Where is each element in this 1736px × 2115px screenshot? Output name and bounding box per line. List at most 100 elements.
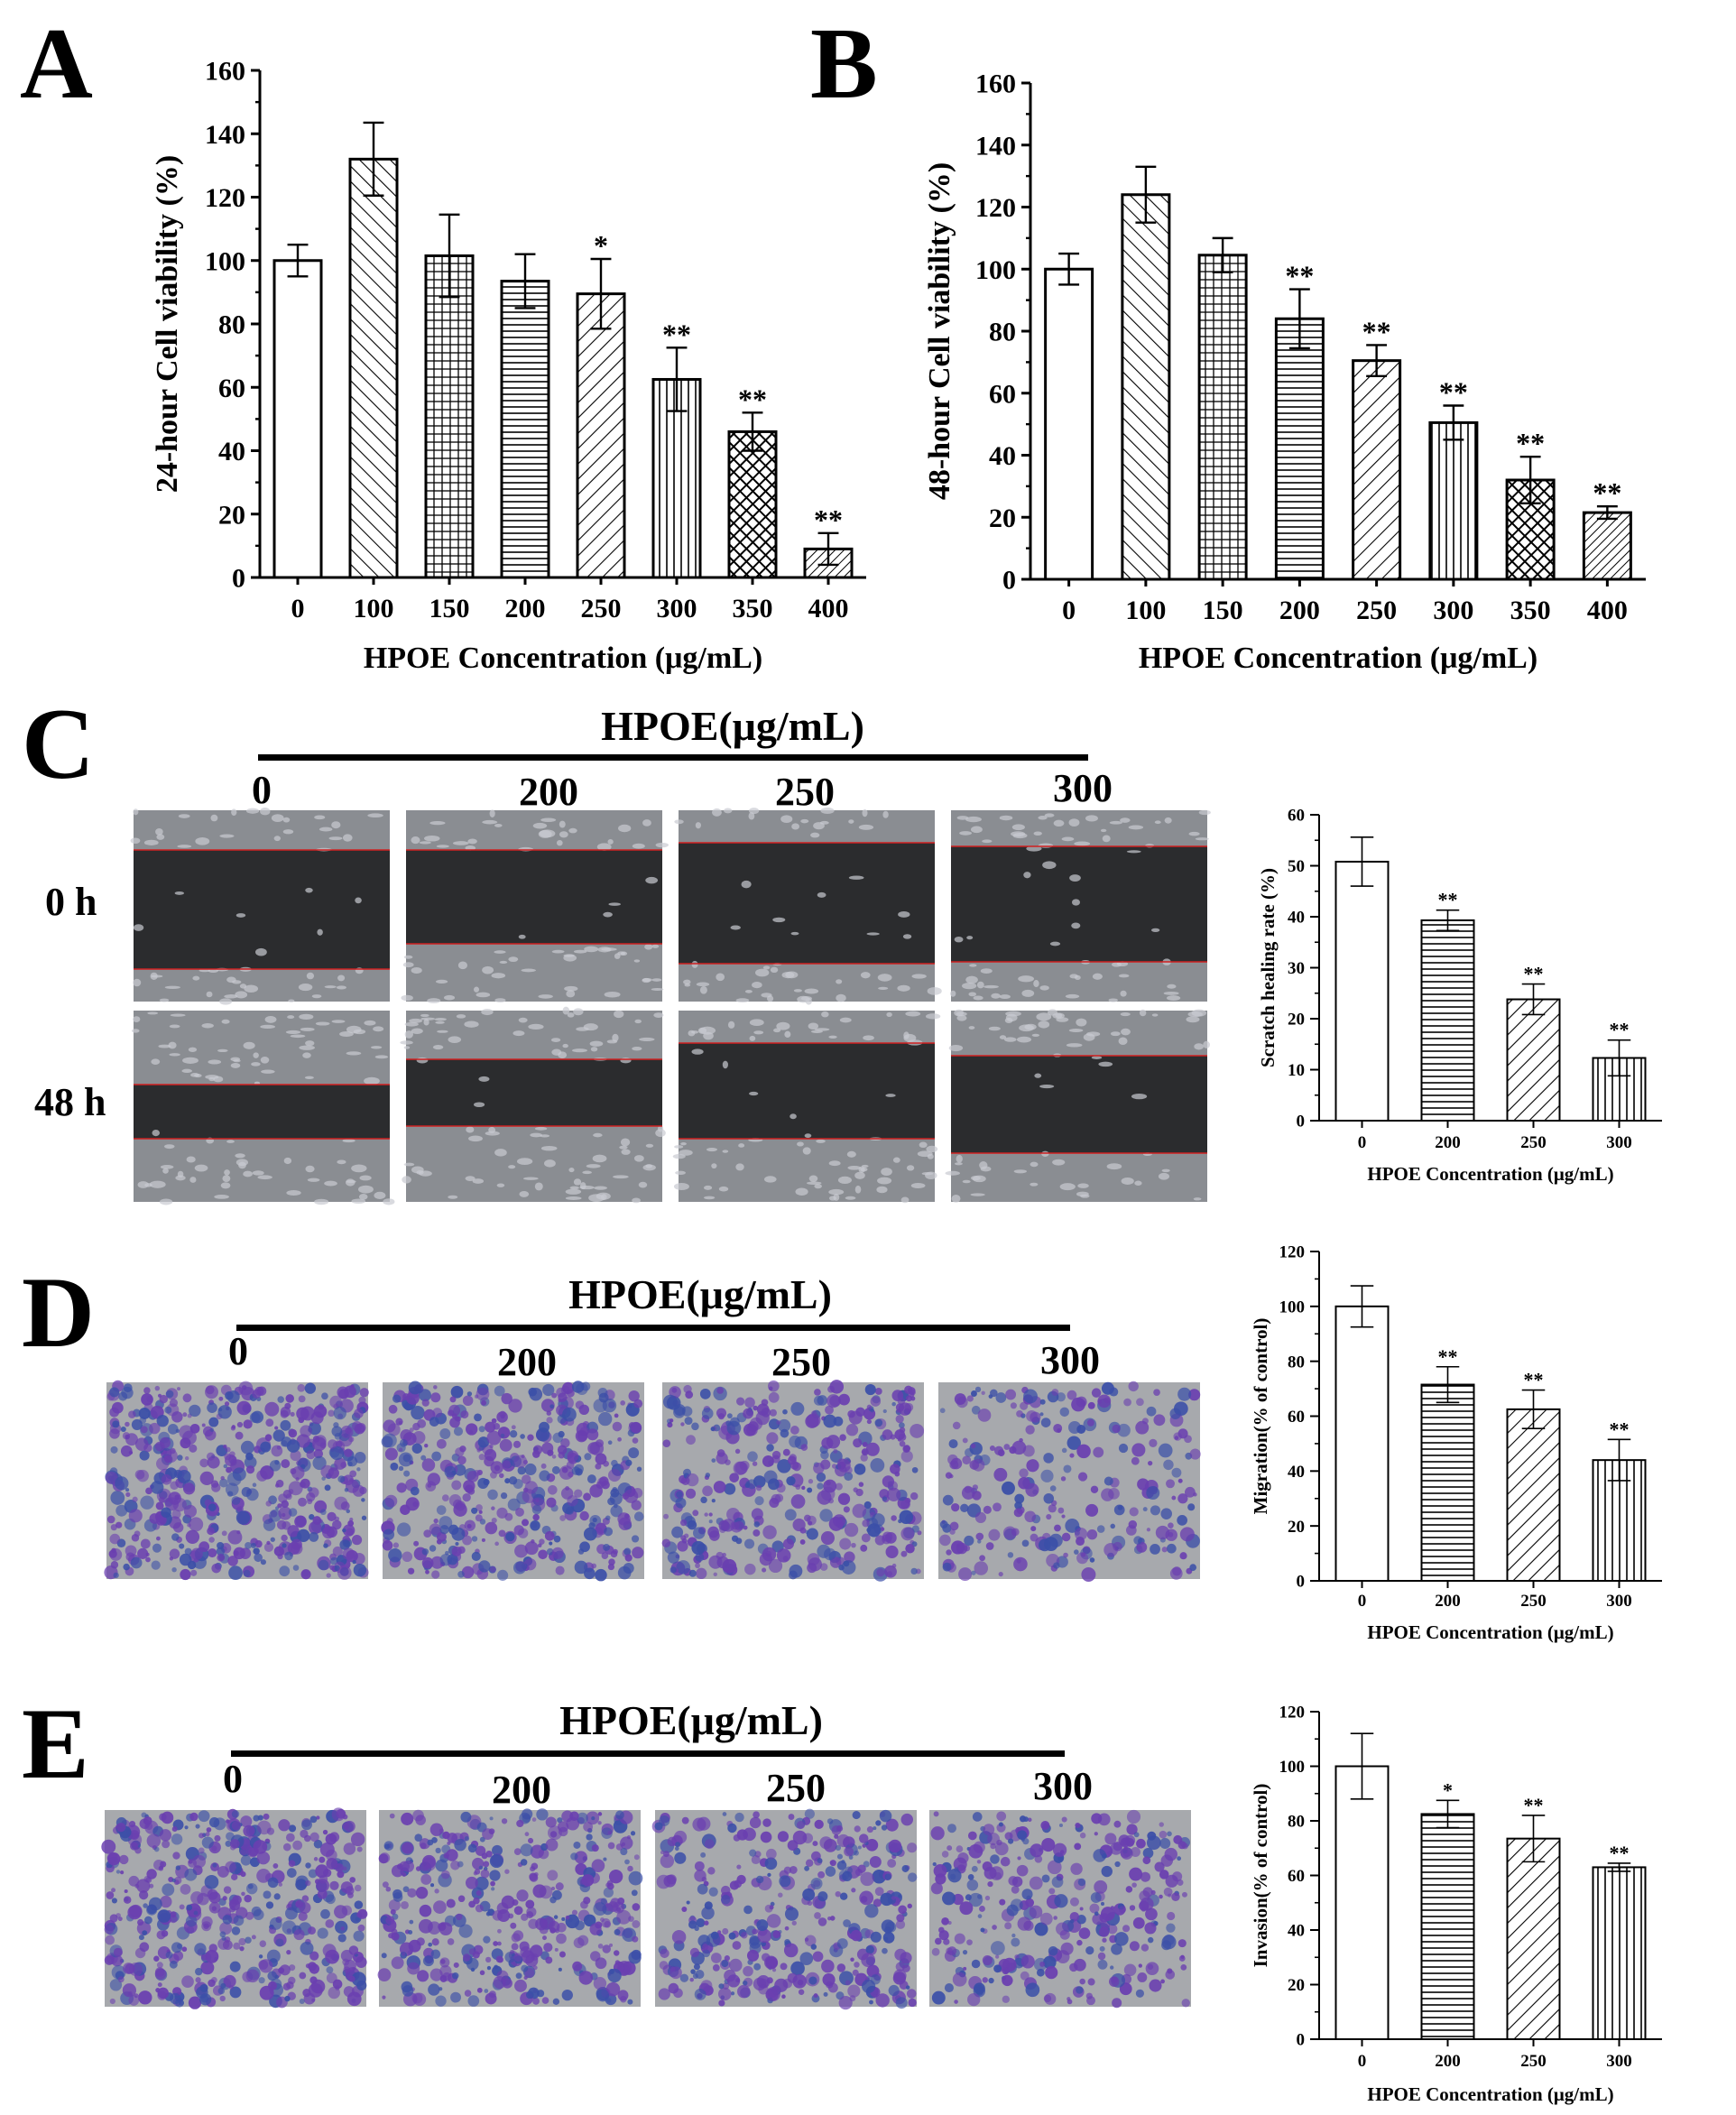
stained-cell bbox=[767, 1380, 780, 1392]
stained-cell bbox=[668, 1982, 679, 1994]
stained-cell bbox=[957, 1852, 969, 1864]
stained-cell bbox=[632, 1920, 641, 1928]
stained-cell bbox=[453, 1962, 459, 1968]
stained-cell bbox=[954, 2000, 958, 2004]
stained-cell bbox=[182, 1482, 196, 1495]
stained-cell bbox=[976, 1860, 982, 1864]
cell-blob bbox=[208, 1059, 222, 1065]
stained-cell bbox=[837, 1458, 851, 1473]
stained-cell bbox=[874, 1388, 882, 1395]
stained-cell bbox=[854, 1869, 863, 1877]
cell-blob bbox=[955, 1162, 963, 1166]
stained-cell bbox=[700, 1980, 713, 1991]
stained-cell bbox=[697, 1883, 708, 1895]
stained-cell bbox=[881, 1824, 888, 1831]
cell-blob bbox=[1150, 928, 1160, 933]
stained-cell bbox=[686, 1435, 696, 1445]
cell-blob bbox=[565, 1196, 582, 1200]
stained-cell bbox=[1113, 1820, 1122, 1828]
stained-cell bbox=[428, 1921, 441, 1935]
stained-cell bbox=[1040, 1469, 1054, 1482]
stained-cell bbox=[204, 1874, 219, 1889]
stained-cell bbox=[483, 1479, 490, 1486]
stained-cell bbox=[235, 1862, 241, 1868]
stained-cell bbox=[201, 1953, 208, 1961]
stained-cell bbox=[1119, 1906, 1126, 1914]
stained-cell bbox=[488, 1990, 496, 1999]
stained-cell bbox=[1022, 1838, 1030, 1845]
stained-cell bbox=[536, 1427, 550, 1442]
cell-blob bbox=[452, 841, 469, 845]
stained-cell bbox=[532, 1998, 540, 2005]
stained-cell bbox=[710, 1931, 719, 1940]
stained-cell bbox=[258, 1977, 265, 1984]
stained-cell bbox=[233, 1547, 245, 1560]
stained-cell bbox=[1087, 1401, 1095, 1409]
cell-blob bbox=[882, 810, 889, 818]
stained-cell bbox=[143, 1443, 152, 1453]
chart-a-bar-0 bbox=[272, 259, 323, 579]
cell-blob bbox=[1004, 1017, 1013, 1024]
stained-cell bbox=[1097, 1952, 1106, 1961]
cell-blob bbox=[307, 1178, 320, 1182]
stained-cell bbox=[275, 1938, 284, 1947]
stained-cell bbox=[232, 1467, 246, 1482]
stained-cell bbox=[832, 1514, 846, 1528]
cell-blob bbox=[432, 1044, 444, 1050]
stained-cell bbox=[400, 1504, 411, 1515]
cell-blob bbox=[481, 1009, 494, 1016]
stained-cell bbox=[697, 1935, 711, 1947]
chart-c-significance: ** bbox=[1438, 889, 1458, 911]
stained-cell bbox=[419, 1389, 431, 1402]
stained-cell bbox=[169, 1548, 180, 1559]
chart-c-bar-200 bbox=[1420, 919, 1475, 1122]
stained-cell bbox=[834, 1833, 839, 1839]
stained-cell bbox=[455, 1541, 459, 1547]
stained-cell bbox=[862, 1519, 870, 1528]
stained-cell bbox=[419, 1904, 432, 1917]
stained-cell bbox=[1053, 1843, 1067, 1857]
stained-cell bbox=[954, 1867, 959, 1872]
scratch-gap bbox=[679, 1043, 935, 1139]
cell-blob bbox=[559, 820, 566, 828]
stained-cell bbox=[939, 1520, 948, 1529]
stained-cell bbox=[436, 1438, 447, 1449]
stained-cell bbox=[857, 1845, 862, 1850]
scratch-image bbox=[950, 809, 1211, 1002]
stained-cell bbox=[1077, 1472, 1088, 1482]
stained-cell bbox=[722, 1927, 729, 1935]
cell-blob bbox=[435, 1021, 445, 1024]
stained-cell bbox=[188, 1996, 202, 2009]
stained-cell bbox=[1070, 1918, 1075, 1924]
stained-cell bbox=[157, 1987, 169, 2000]
stained-cell bbox=[517, 1466, 526, 1475]
cell-blob bbox=[159, 998, 170, 1002]
cell-blob bbox=[718, 1186, 729, 1192]
transwell-image bbox=[651, 1808, 918, 2010]
stained-cell bbox=[758, 1984, 769, 1995]
stained-cell bbox=[145, 1556, 151, 1563]
stained-cell bbox=[162, 1883, 175, 1897]
cell-blob bbox=[885, 1094, 896, 1097]
cell-blob bbox=[695, 822, 701, 829]
stained-cell bbox=[200, 1961, 215, 1975]
stained-cell bbox=[140, 1426, 148, 1434]
stained-cell bbox=[478, 1560, 491, 1573]
stained-cell bbox=[620, 1836, 633, 1850]
cell-blob bbox=[980, 968, 993, 974]
stained-cell bbox=[199, 1541, 210, 1553]
stained-cell bbox=[1057, 1855, 1064, 1861]
scratch-image bbox=[945, 1009, 1210, 1203]
stained-cell bbox=[1165, 1970, 1176, 1980]
stained-cell bbox=[421, 1548, 429, 1556]
cell-blob bbox=[1047, 1009, 1058, 1016]
stained-cell bbox=[478, 1454, 485, 1461]
chart-a-ytick-label: 80 bbox=[218, 310, 245, 340]
stained-cell bbox=[700, 1496, 707, 1504]
cell-blob bbox=[206, 991, 213, 998]
cell-blob bbox=[847, 1165, 862, 1170]
stained-cell bbox=[1108, 1976, 1120, 1987]
stained-cell bbox=[711, 1499, 716, 1503]
stained-cell bbox=[309, 1531, 319, 1542]
stained-cell bbox=[725, 1566, 729, 1572]
